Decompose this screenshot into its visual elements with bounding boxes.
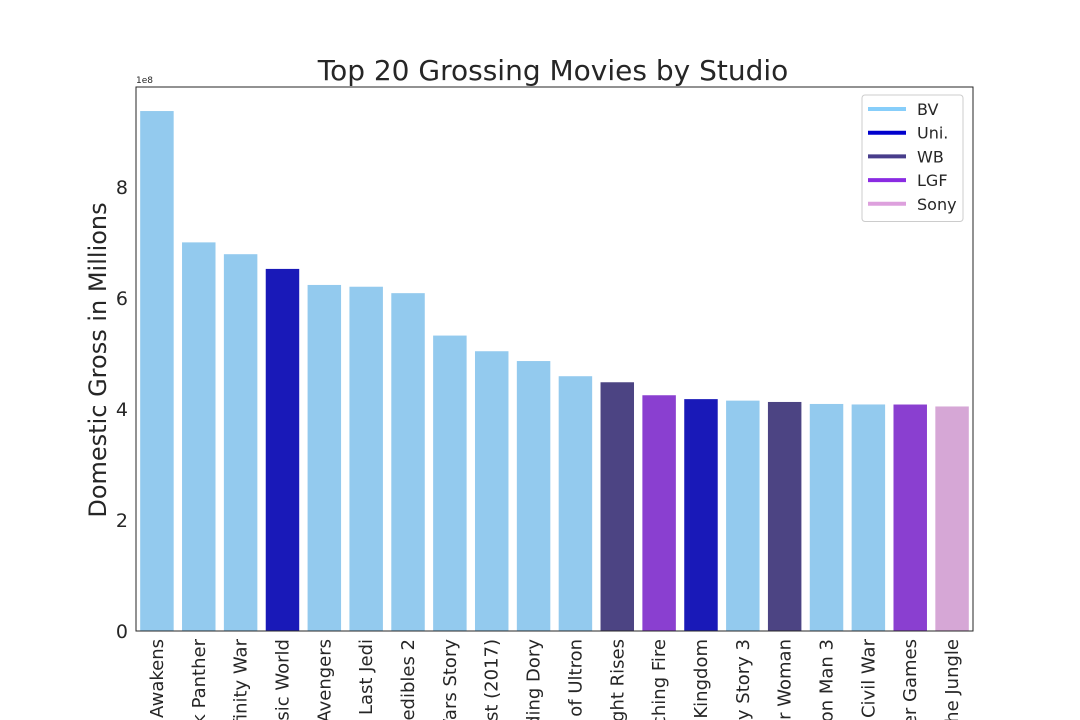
y-axis-label: Domestic Gross in Millions bbox=[84, 202, 112, 517]
legend-label: BV bbox=[917, 100, 938, 119]
legend-box bbox=[861, 94, 964, 222]
bar bbox=[391, 293, 425, 631]
y-axis-offset-label: 1e8 bbox=[136, 76, 153, 86]
legend-label: Sony bbox=[917, 195, 957, 214]
x-tick-label: he Jungle bbox=[942, 639, 963, 720]
chart-title: Top 20 Grossing Movies by Studio bbox=[317, 54, 789, 87]
bar bbox=[433, 335, 467, 631]
x-tick-label: k Panther bbox=[189, 638, 210, 720]
y-tick-label: 8 bbox=[116, 177, 128, 199]
bar bbox=[767, 401, 802, 631]
bar bbox=[642, 395, 676, 631]
plot-frame bbox=[135, 86, 974, 632]
bar bbox=[684, 399, 718, 631]
bar bbox=[935, 406, 969, 631]
y-tick-label: 2 bbox=[116, 510, 128, 532]
bar bbox=[223, 254, 258, 631]
x-tick-label: finity War bbox=[231, 638, 252, 720]
bars-group bbox=[140, 111, 969, 632]
legend-label: Uni. bbox=[917, 124, 948, 143]
bar bbox=[140, 111, 174, 632]
x-tick-label: ght Rises bbox=[607, 639, 628, 720]
legend: BV Uni. WB LGF Sony bbox=[861, 94, 964, 222]
legend-label: WB bbox=[917, 147, 944, 166]
bar bbox=[558, 376, 593, 631]
y-tick-label: 6 bbox=[116, 288, 128, 310]
x-tick-label: Vars Story bbox=[440, 639, 461, 720]
x-tick-label: Awakens bbox=[147, 639, 168, 718]
bar bbox=[265, 268, 300, 631]
x-tick-label: redibles 2 bbox=[398, 639, 419, 720]
x-tick-label: by Story 3 bbox=[733, 639, 754, 720]
bar bbox=[600, 382, 635, 631]
legend-label: LGF bbox=[917, 171, 948, 190]
x-tick-label: Last Jedi bbox=[356, 639, 377, 715]
x-tick-label: Avengers bbox=[314, 639, 335, 720]
bar bbox=[726, 400, 760, 631]
bar bbox=[809, 403, 844, 631]
x-tick-label: Kingdom bbox=[691, 639, 712, 719]
y-axis-ticks: 0 2 4 6 8 bbox=[116, 177, 128, 643]
x-tick-label: ching Fire bbox=[649, 639, 670, 720]
x-tick-label: er Games bbox=[900, 639, 921, 720]
y-tick-label: 0 bbox=[116, 621, 128, 643]
y-tick-label: 4 bbox=[116, 399, 128, 421]
x-tick-label: r Woman bbox=[775, 639, 796, 720]
x-axis-ticks: Awakens k Panther finity War sic World Aveng… bbox=[147, 638, 963, 720]
x-tick-label: on Man 3 bbox=[817, 639, 838, 720]
x-tick-label: Civil War bbox=[858, 638, 879, 718]
bar bbox=[516, 361, 551, 631]
x-tick-label: of Ultron bbox=[565, 639, 586, 717]
bar bbox=[893, 404, 927, 631]
bar bbox=[307, 284, 342, 631]
x-tick-label: ding Dory bbox=[524, 639, 545, 720]
x-tick-label: sic World bbox=[272, 639, 293, 720]
bar bbox=[349, 286, 383, 631]
bar bbox=[851, 404, 886, 631]
x-tick-label: ast (2017) bbox=[482, 639, 503, 720]
bar bbox=[182, 242, 216, 631]
bar bbox=[474, 351, 509, 631]
